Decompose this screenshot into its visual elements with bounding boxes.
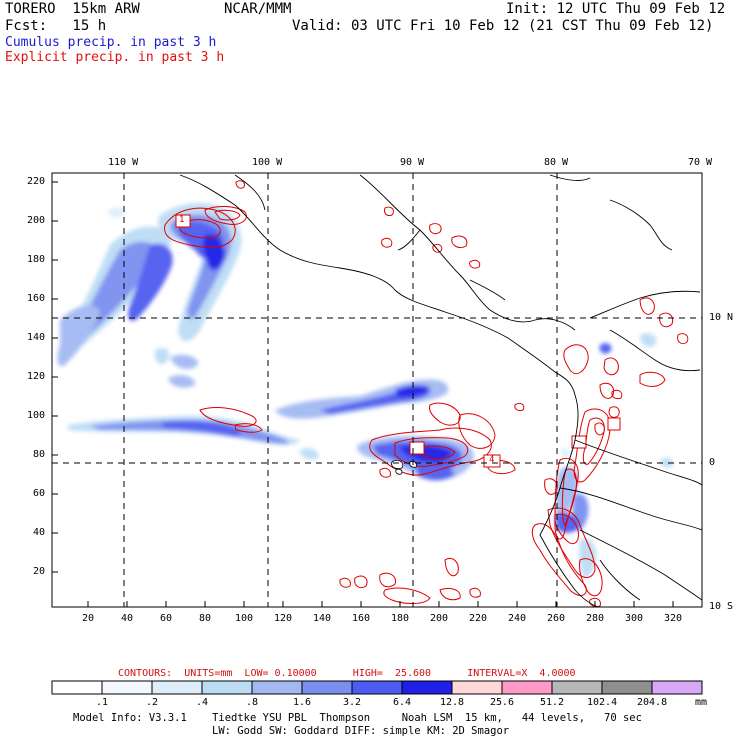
- lon-label-80w: 80 W: [544, 157, 569, 168]
- lat-lon-grid: [52, 173, 702, 607]
- lat-label-10s: 10 S: [709, 601, 734, 612]
- x-tick-label: 300: [625, 613, 644, 624]
- lon-label-110w: 110 W: [108, 157, 139, 168]
- y-tick-label: 140: [27, 332, 46, 343]
- legend-label: 102.4: [587, 697, 618, 708]
- x-tick-label: 140: [313, 613, 332, 624]
- x-tick-label: 160: [352, 613, 371, 624]
- x-tick-label: 20: [82, 613, 95, 624]
- galapagos-islands: [391, 460, 417, 475]
- y-tick-label: 200: [27, 215, 46, 226]
- x-tick-label: 180: [391, 613, 410, 624]
- model-title: TORERO 15km ARW: [5, 1, 140, 17]
- y-tick-label: 20: [33, 566, 46, 577]
- y-tick-label: 40: [33, 527, 46, 538]
- x-tick-label: 100: [235, 613, 254, 624]
- legend-label: 1.6: [293, 697, 312, 708]
- x-tick-label: 220: [469, 613, 488, 624]
- x-tick-label: 60: [160, 613, 173, 624]
- valid-time: Valid: 03 UTC Fri 10 Feb 12 (21 CST Thu …: [292, 18, 714, 34]
- model-info-line2: LW: Godd SW: Goddard DIFF: simple KM: 2D…: [212, 725, 510, 737]
- cumulus-precip-field: [57, 203, 674, 578]
- init-time: Init: 12 UTC Thu 09 Feb 12: [506, 1, 726, 17]
- x-tick-label: 80: [199, 613, 212, 624]
- lat-label-0: 0: [709, 457, 716, 468]
- y-tick-label: 120: [27, 371, 46, 382]
- coastlines: [179, 174, 702, 607]
- contour-mark-1: 1: [179, 215, 185, 225]
- lat-label-10n: 10 N: [709, 312, 734, 323]
- map-frame: [51, 172, 703, 608]
- axis-ticks: [52, 181, 674, 607]
- y-tick-label: 220: [27, 176, 46, 187]
- legend-label: 25.6: [490, 697, 515, 708]
- x-tick-label: 200: [430, 613, 449, 624]
- cumulus-precip-label: Cumulus precip. in past 3 h: [5, 35, 217, 50]
- legend-label: 6.4: [393, 697, 412, 708]
- contour-info: CONTOURS: UNITS=mm LOW= 0.10000 HIGH= 25…: [118, 668, 576, 679]
- legend-label: 12.8: [440, 697, 465, 708]
- x-tick-label: 120: [274, 613, 293, 624]
- legend-label: .4: [196, 697, 209, 708]
- x-tick-label: 260: [547, 613, 566, 624]
- x-tick-label: 240: [508, 613, 527, 624]
- legend-label: .8: [246, 697, 259, 708]
- legend-label: 3.2: [343, 697, 362, 708]
- legend-label: 51.2: [540, 697, 565, 708]
- legend-label: .2: [146, 697, 159, 708]
- legend-label: 204.8: [637, 697, 668, 708]
- x-tick-label: 40: [121, 613, 134, 624]
- y-tick-label: 80: [33, 449, 46, 460]
- legend-label: .1: [96, 697, 109, 708]
- contour-mark-4: 4: [489, 455, 495, 465]
- lon-label-100w: 100 W: [252, 157, 283, 168]
- org-label: NCAR/MMM: [224, 1, 292, 17]
- y-tick-label: 100: [27, 410, 46, 421]
- model-info-line1: Model Info: V3.3.1 Tiedtke YSU PBL Thomp…: [73, 712, 642, 724]
- y-tick-label: 60: [33, 488, 46, 499]
- forecast-hour: Fcst: 15 h: [5, 18, 107, 34]
- lon-label-70w: 70 W: [688, 157, 713, 168]
- y-tick-label: 180: [27, 254, 46, 265]
- y-tick-label: 160: [27, 293, 46, 304]
- explicit-precip-label: Explicit precip. in past 3 h: [5, 50, 225, 65]
- x-tick-label: 320: [664, 613, 683, 624]
- x-tick-label: 280: [586, 613, 605, 624]
- lon-label-90w: 90 W: [400, 157, 425, 168]
- legend-unit: mm: [695, 697, 708, 708]
